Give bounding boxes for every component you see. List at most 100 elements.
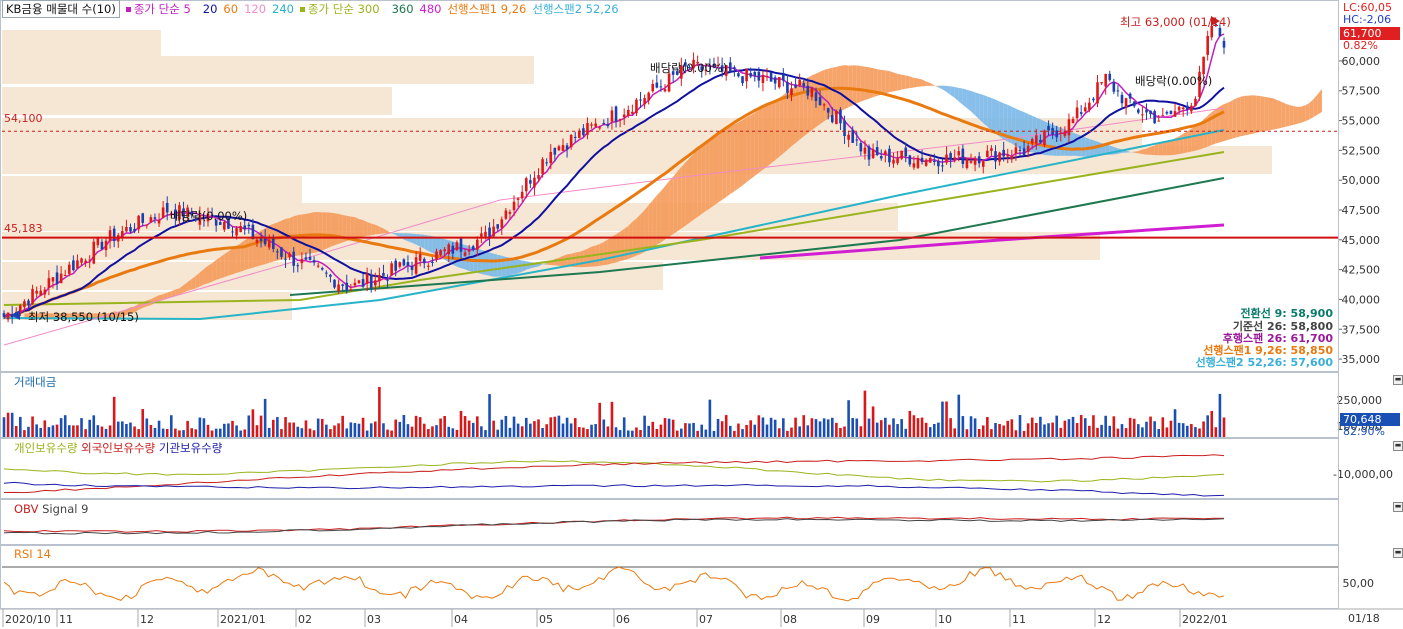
volume-bar <box>516 423 520 437</box>
volume-bar <box>884 417 887 437</box>
candle-body <box>422 258 426 264</box>
candle-body <box>365 273 369 284</box>
volume-bar <box>871 406 875 437</box>
collapse-volume-button[interactable]: ▬ <box>1393 375 1403 385</box>
volume-bar <box>859 426 863 437</box>
cloud-segment <box>256 230 262 267</box>
collapse-rsi-button[interactable]: ▬ <box>1393 548 1403 558</box>
candle-body <box>533 177 536 188</box>
candle-body <box>1145 109 1148 113</box>
volume-bar <box>696 430 699 437</box>
cloud-segment <box>1003 103 1008 142</box>
candle-body <box>125 227 128 232</box>
candle-body <box>614 106 618 122</box>
candle-body <box>524 178 528 192</box>
cloud-segment <box>350 216 355 240</box>
candle-body <box>928 157 932 163</box>
candle-body <box>569 134 573 148</box>
volume-bar <box>671 419 675 437</box>
volume-bar <box>288 422 291 437</box>
cloud-segment <box>395 233 400 238</box>
volume-bar <box>504 415 508 437</box>
candle-body <box>892 159 895 164</box>
volume-bar <box>394 419 398 437</box>
volume-bar <box>55 424 59 437</box>
candle-body <box>2 313 6 317</box>
cloud-segment <box>771 100 776 164</box>
volume-bar <box>116 421 120 437</box>
volume-bar <box>51 425 55 437</box>
candle-body <box>663 89 667 92</box>
candle-body <box>782 74 785 81</box>
x-tick-label: 12 <box>1097 613 1111 626</box>
cloud-segment <box>236 243 241 273</box>
candle-body <box>1137 109 1140 113</box>
cloud-segment <box>881 69 886 95</box>
cloud-segment <box>379 226 384 234</box>
volume-bar <box>1063 420 1067 437</box>
volume-bar <box>1124 428 1128 437</box>
candle-body <box>1063 131 1067 136</box>
volume-bar <box>749 420 752 437</box>
ma-480-line <box>759 223 1225 260</box>
candle-body <box>47 278 51 288</box>
volume-bar <box>618 430 622 437</box>
candle-body <box>839 109 842 124</box>
candle-body <box>990 148 993 151</box>
ma-300-line <box>3 151 1225 306</box>
cloud-segment <box>1317 89 1322 115</box>
candle-body <box>349 289 353 291</box>
cloud-segment <box>358 218 364 238</box>
candle-body <box>847 134 850 140</box>
volume-bar <box>606 426 610 437</box>
candle-body <box>830 115 834 123</box>
volume-bar <box>129 422 132 437</box>
candle-body <box>810 87 814 97</box>
candle-body <box>1047 125 1050 131</box>
candle-body <box>561 145 565 151</box>
volume-bar <box>602 419 606 437</box>
candle-body <box>337 284 340 292</box>
cloud-segment <box>232 245 237 275</box>
candle-body <box>1010 156 1014 160</box>
cloud-segment <box>709 137 714 209</box>
cloud-segment <box>673 171 678 235</box>
volume-bar <box>708 399 712 437</box>
chart-title[interactable]: KB금융 매물대 수(10) <box>2 0 120 18</box>
cloud-segment <box>983 94 988 127</box>
collapse-holdings-button[interactable]: ▬ <box>1393 441 1403 451</box>
collapse-obv-button[interactable]: ▬ <box>1393 502 1403 512</box>
candle-body <box>345 282 349 291</box>
candle-body <box>977 156 981 164</box>
volume-bar <box>402 415 406 437</box>
long-ma-legend: 종가 단순 300 <box>299 1 386 17</box>
candle-body <box>520 191 524 199</box>
volume-bar <box>961 416 965 437</box>
cloud-segment <box>607 236 612 265</box>
cloud-segment <box>240 240 245 272</box>
volume-bar <box>794 417 797 437</box>
candle-body <box>769 72 773 82</box>
cloud-segment <box>746 115 751 183</box>
candle-body <box>565 145 569 150</box>
candle-body <box>202 217 206 219</box>
candle-body <box>814 92 818 101</box>
volume-bar <box>1157 429 1161 437</box>
volume-bar <box>431 426 434 437</box>
volume-bar <box>675 430 679 437</box>
candle-body <box>206 213 210 222</box>
cloud-segment <box>383 228 388 234</box>
volume-bar <box>382 423 385 437</box>
cloud-segment <box>971 91 976 116</box>
volume-bar <box>643 415 646 437</box>
candle-body <box>292 251 295 266</box>
volume-bars <box>2 387 1226 437</box>
volume-bar <box>231 420 234 437</box>
cloud-segment <box>367 222 372 236</box>
candle-body <box>488 227 491 238</box>
cloud-segment <box>322 212 327 251</box>
candle-body <box>655 82 659 88</box>
volume-bar <box>480 426 483 437</box>
volume-bar <box>422 423 426 437</box>
volume-bar <box>965 429 969 437</box>
